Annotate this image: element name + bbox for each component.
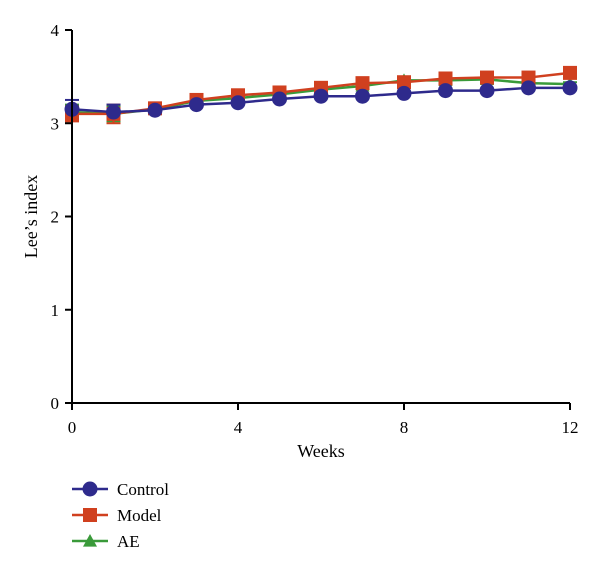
control-data-point xyxy=(396,85,412,101)
legend: Control Model AE xyxy=(72,480,169,551)
control-data-point xyxy=(147,102,163,118)
legend-label-ae: AE xyxy=(117,532,140,551)
y-tick-label: 3 xyxy=(51,114,60,133)
y-tick-label: 1 xyxy=(51,301,60,320)
control-data-point xyxy=(438,83,453,99)
legend-marker-ae xyxy=(83,534,97,547)
model-data-point xyxy=(563,65,577,80)
legend-label-control: Control xyxy=(117,480,169,499)
legend-item-ae: AE xyxy=(72,532,140,551)
x-tick-label: 12 xyxy=(562,418,579,437)
control-data-point xyxy=(355,88,370,104)
series-markers xyxy=(64,65,578,121)
x-tick-label: 8 xyxy=(400,418,409,437)
control-data-point xyxy=(521,80,536,96)
control-data-point xyxy=(106,104,121,120)
x-tick-label: 4 xyxy=(234,418,243,437)
legend-marker-model xyxy=(83,508,97,522)
x-tick-label: 0 xyxy=(68,418,77,437)
control-data-point xyxy=(189,97,204,113)
control-data-point xyxy=(230,95,246,111)
model-data-point xyxy=(355,76,370,91)
y-tick-label: 4 xyxy=(51,21,60,40)
control-data-point xyxy=(313,88,329,104)
y-tick-label: 2 xyxy=(51,208,60,227)
legend-marker-control xyxy=(82,481,98,497)
control-data-point xyxy=(562,80,578,96)
model-data-point xyxy=(521,70,536,85)
model-data-point xyxy=(438,71,453,86)
model-data-point xyxy=(397,75,411,90)
y-axis-title: Lee’s index xyxy=(21,175,41,258)
legend-label-model: Model xyxy=(117,506,162,525)
control-data-point xyxy=(272,91,287,107)
y-tick-label: 0 xyxy=(51,394,60,413)
x-axis-title: Weeks xyxy=(297,441,345,461)
control-data-point xyxy=(479,83,495,99)
model-data-point xyxy=(480,70,494,85)
legend-item-model: Model xyxy=(72,506,162,525)
legend-item-control: Control xyxy=(72,480,169,499)
